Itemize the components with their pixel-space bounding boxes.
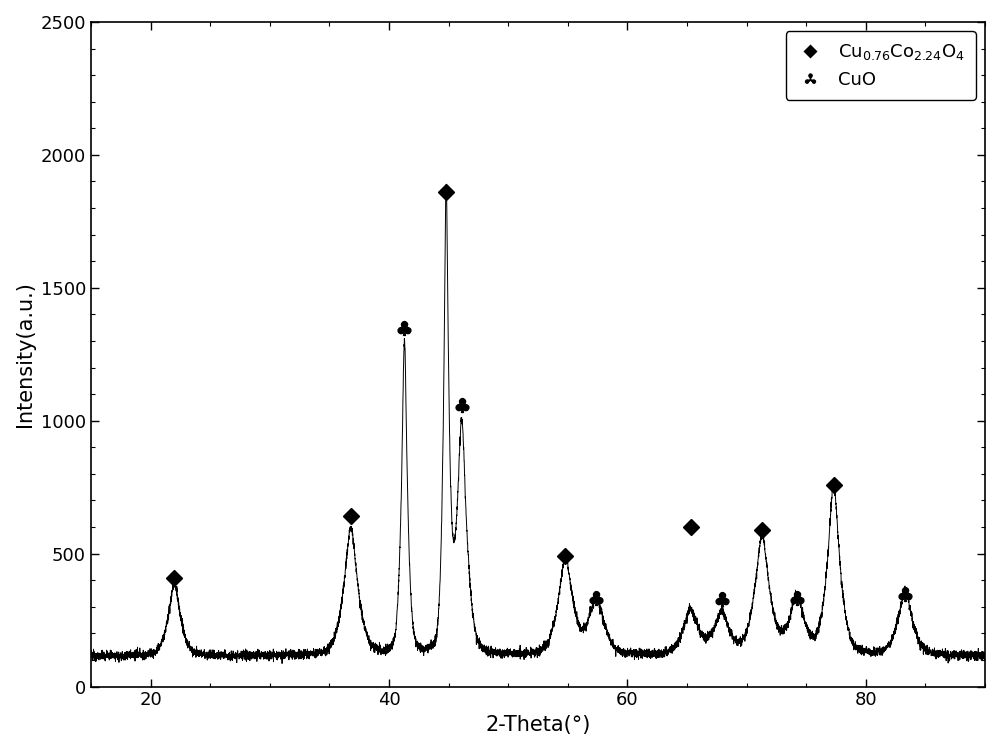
Legend: Cu$_{0.76}$Co$_{2.24}$O$_4$, CuO: Cu$_{0.76}$Co$_{2.24}$O$_4$, CuO [786,31,976,100]
Y-axis label: Intensity(a.u.): Intensity(a.u.) [15,281,35,428]
X-axis label: 2-Theta(°): 2-Theta(°) [485,715,591,735]
